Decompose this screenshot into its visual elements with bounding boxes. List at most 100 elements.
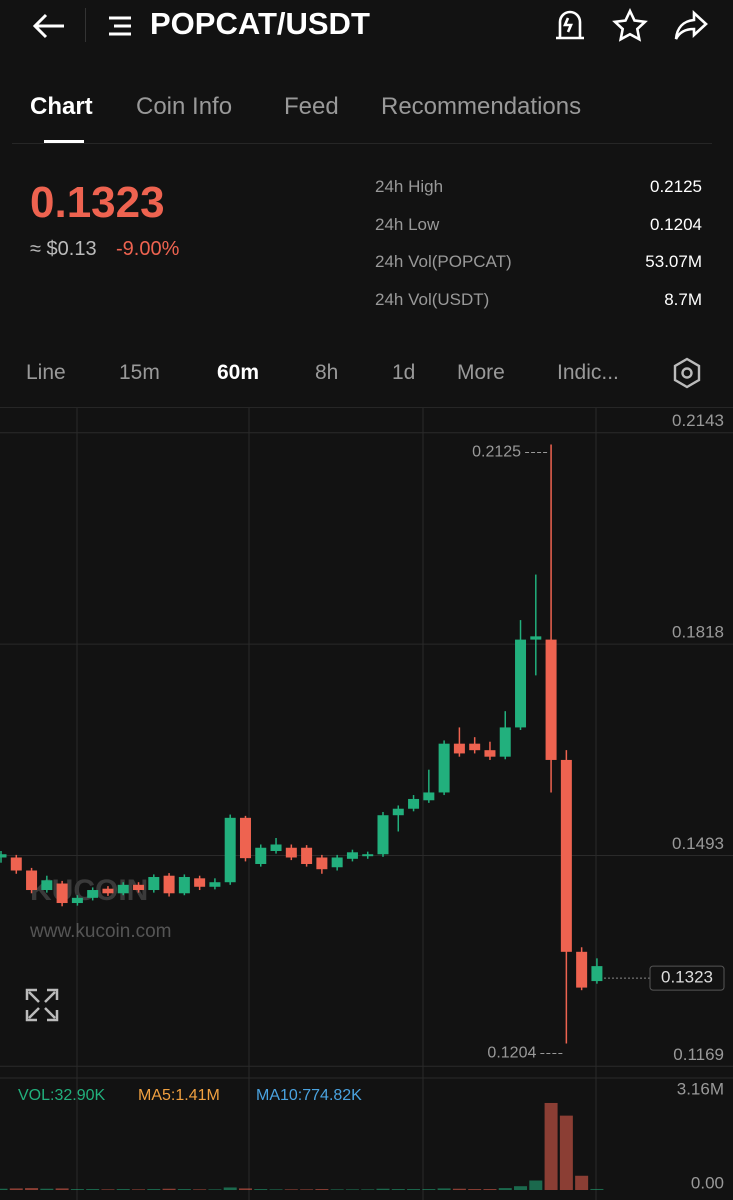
interval-button[interactable]: Indic... xyxy=(557,361,619,384)
interval-button[interactable]: 15m xyxy=(119,361,160,384)
volume-bar xyxy=(544,1102,558,1190)
candle-body xyxy=(545,639,557,760)
watermark-url: www.kucoin.com xyxy=(29,921,172,942)
candle-body xyxy=(0,854,7,858)
low-marker-label: 0.1204 xyxy=(487,1045,536,1062)
stat-label: 24h High xyxy=(375,177,444,196)
back-button[interactable] xyxy=(30,8,70,44)
fiat-price: ≈ $0.13 xyxy=(30,238,97,260)
interval-button[interactable]: Line xyxy=(26,361,66,384)
ma5-label: MA5:1.41M xyxy=(138,1087,220,1104)
tab[interactable]: Chart xyxy=(30,93,93,120)
candle-body xyxy=(316,857,328,870)
tab[interactable]: Feed xyxy=(284,93,339,120)
candle-body xyxy=(515,639,527,728)
last-price-tag xyxy=(649,965,725,991)
candle-body xyxy=(270,844,282,851)
vertical-grid xyxy=(0,408,733,1200)
candle-body xyxy=(331,857,343,868)
stat-value: 8.7M xyxy=(664,289,702,309)
candle-body xyxy=(438,743,450,793)
stat-label: 24h Vol(USDT) xyxy=(375,289,490,309)
expand-icon[interactable] xyxy=(25,988,59,1022)
candle-body xyxy=(560,759,572,952)
candle-body xyxy=(408,798,420,809)
price-change: -9.00% xyxy=(116,238,180,260)
volume-bar xyxy=(345,1189,359,1190)
stat-label: 24h Low xyxy=(375,214,440,234)
volume-bar xyxy=(9,1188,23,1190)
volume-bar xyxy=(361,1189,375,1190)
last-price-label: 0.1323 xyxy=(661,968,713,987)
candle-body xyxy=(163,875,175,894)
candle-body xyxy=(178,877,190,894)
candle-body xyxy=(148,877,160,891)
stat-value: 0.2125 xyxy=(650,177,702,196)
menu-icon[interactable] xyxy=(106,12,136,42)
active-tab-indicator xyxy=(44,140,84,143)
volume-bar xyxy=(147,1189,161,1190)
candle-body xyxy=(591,966,603,982)
volume-bar xyxy=(208,1189,222,1190)
share-icon[interactable] xyxy=(672,8,710,44)
candle-body xyxy=(71,897,83,904)
volume-bar xyxy=(437,1188,451,1190)
volume-bar xyxy=(422,1189,436,1190)
candle-body xyxy=(530,636,542,640)
candle-body xyxy=(56,883,68,904)
volume-bar xyxy=(498,1188,512,1190)
volume-bar xyxy=(391,1189,405,1190)
candle-body xyxy=(41,880,53,891)
candle-body xyxy=(10,857,22,871)
volume-bar xyxy=(529,1180,543,1190)
tab[interactable]: Coin Info xyxy=(136,93,233,120)
volume-bar xyxy=(193,1189,207,1190)
ma10-label: MA10:774.82K xyxy=(256,1087,362,1104)
volume-bar xyxy=(468,1189,482,1190)
stat-label: 24h Vol(POPCAT) xyxy=(375,252,512,271)
y-tick-label: 0.2143 xyxy=(672,411,724,430)
candle-body xyxy=(102,888,114,894)
volume-separator xyxy=(0,1080,733,1081)
settings-icon[interactable] xyxy=(670,356,704,390)
volume-bar xyxy=(452,1188,466,1190)
favorite-icon[interactable] xyxy=(612,8,648,44)
volume-bar xyxy=(101,1189,115,1190)
volume-bar xyxy=(269,1189,283,1190)
volume-bar xyxy=(514,1186,528,1190)
alert-icon[interactable] xyxy=(552,8,588,44)
stat-value: 0.1204 xyxy=(650,214,702,234)
candle-body xyxy=(499,727,511,757)
divider xyxy=(12,143,712,144)
candle-body xyxy=(301,847,313,865)
volume-tick-label: 3.16M xyxy=(677,1079,724,1098)
volume-bar xyxy=(330,1189,344,1190)
volume-bar xyxy=(315,1189,329,1190)
candle-body xyxy=(392,808,404,816)
candle-body xyxy=(469,743,481,751)
candle-body xyxy=(285,847,297,858)
high-marker-label: 0.2125 xyxy=(472,444,521,461)
volume-bar xyxy=(559,1115,573,1190)
volume-bar xyxy=(70,1189,84,1190)
candle-body xyxy=(255,847,267,865)
divider xyxy=(85,8,86,42)
volume-bar xyxy=(132,1189,146,1190)
interval-button[interactable]: More xyxy=(457,361,505,384)
tab[interactable]: Recommendations xyxy=(381,93,582,120)
divider xyxy=(0,407,733,408)
candle-body xyxy=(453,743,465,754)
y-tick-label: 0.1818 xyxy=(672,623,724,642)
candle-body xyxy=(423,792,435,801)
volume-bar xyxy=(483,1189,497,1190)
interval-button[interactable]: 60m xyxy=(217,361,260,384)
volume-bar xyxy=(284,1189,298,1190)
volume-bar xyxy=(238,1188,252,1190)
interval-button[interactable]: 8h xyxy=(315,361,339,384)
interval-button[interactable]: 1d xyxy=(392,361,416,384)
candle-body xyxy=(239,817,251,859)
volume-bar xyxy=(177,1189,191,1190)
volume-bar xyxy=(86,1189,100,1190)
